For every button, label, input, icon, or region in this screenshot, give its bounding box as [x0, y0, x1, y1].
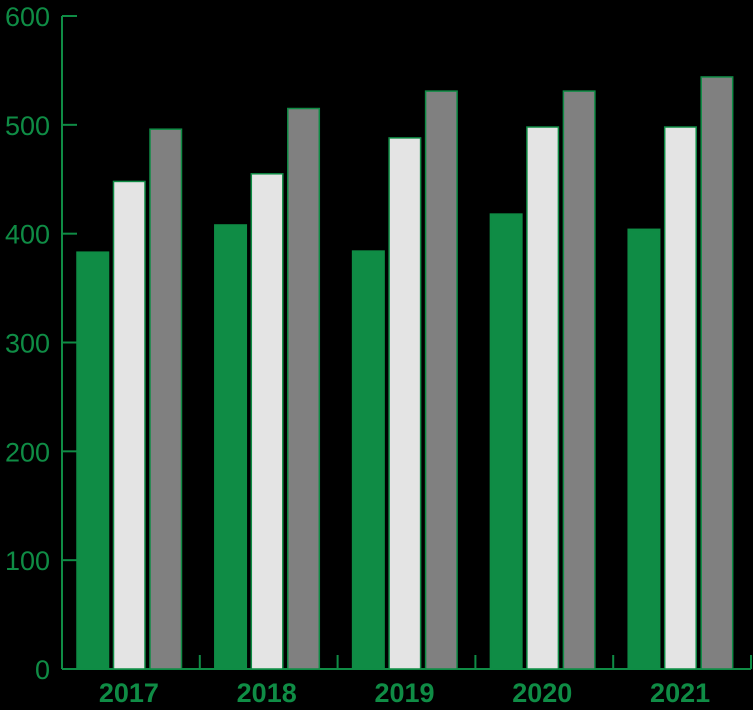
bar-2021-series-1	[627, 228, 661, 670]
y-tick-label: 600	[5, 2, 50, 32]
y-axis: 0 100 200 300 400 500 600	[5, 2, 77, 685]
bar-2018-series-2	[250, 173, 284, 670]
bar-2018-series-3	[287, 107, 321, 670]
bar-2017-series-1	[76, 251, 110, 670]
y-tick-label: 100	[5, 546, 50, 576]
x-tick-label: 2021	[650, 678, 710, 708]
bar-2020-series-2	[526, 126, 560, 670]
x-tick-label: 2020	[512, 678, 572, 708]
bar-2017-series-3	[149, 128, 183, 670]
x-tick-label: 2019	[374, 678, 434, 708]
x-tick-label: 2017	[99, 678, 159, 708]
y-tick-label: 200	[5, 437, 50, 467]
bar-2018-series-1	[214, 224, 248, 670]
x-tick-label: 2018	[237, 678, 297, 708]
y-tick-label: 400	[5, 220, 50, 250]
bar-2021-series-3	[700, 76, 734, 670]
bar-2019-series-2	[388, 137, 422, 670]
y-tick-label: 300	[5, 329, 50, 359]
bar-2017-series-2	[112, 180, 146, 670]
bar-2019-series-1	[351, 250, 385, 670]
bars	[76, 76, 734, 670]
bar-2021-series-2	[663, 126, 697, 670]
y-tick-label: 0	[35, 655, 50, 685]
y-tick-label: 500	[5, 111, 50, 141]
bar-2020-series-3	[562, 90, 596, 670]
bar-2020-series-1	[489, 213, 523, 670]
bar-2019-series-3	[424, 90, 458, 670]
